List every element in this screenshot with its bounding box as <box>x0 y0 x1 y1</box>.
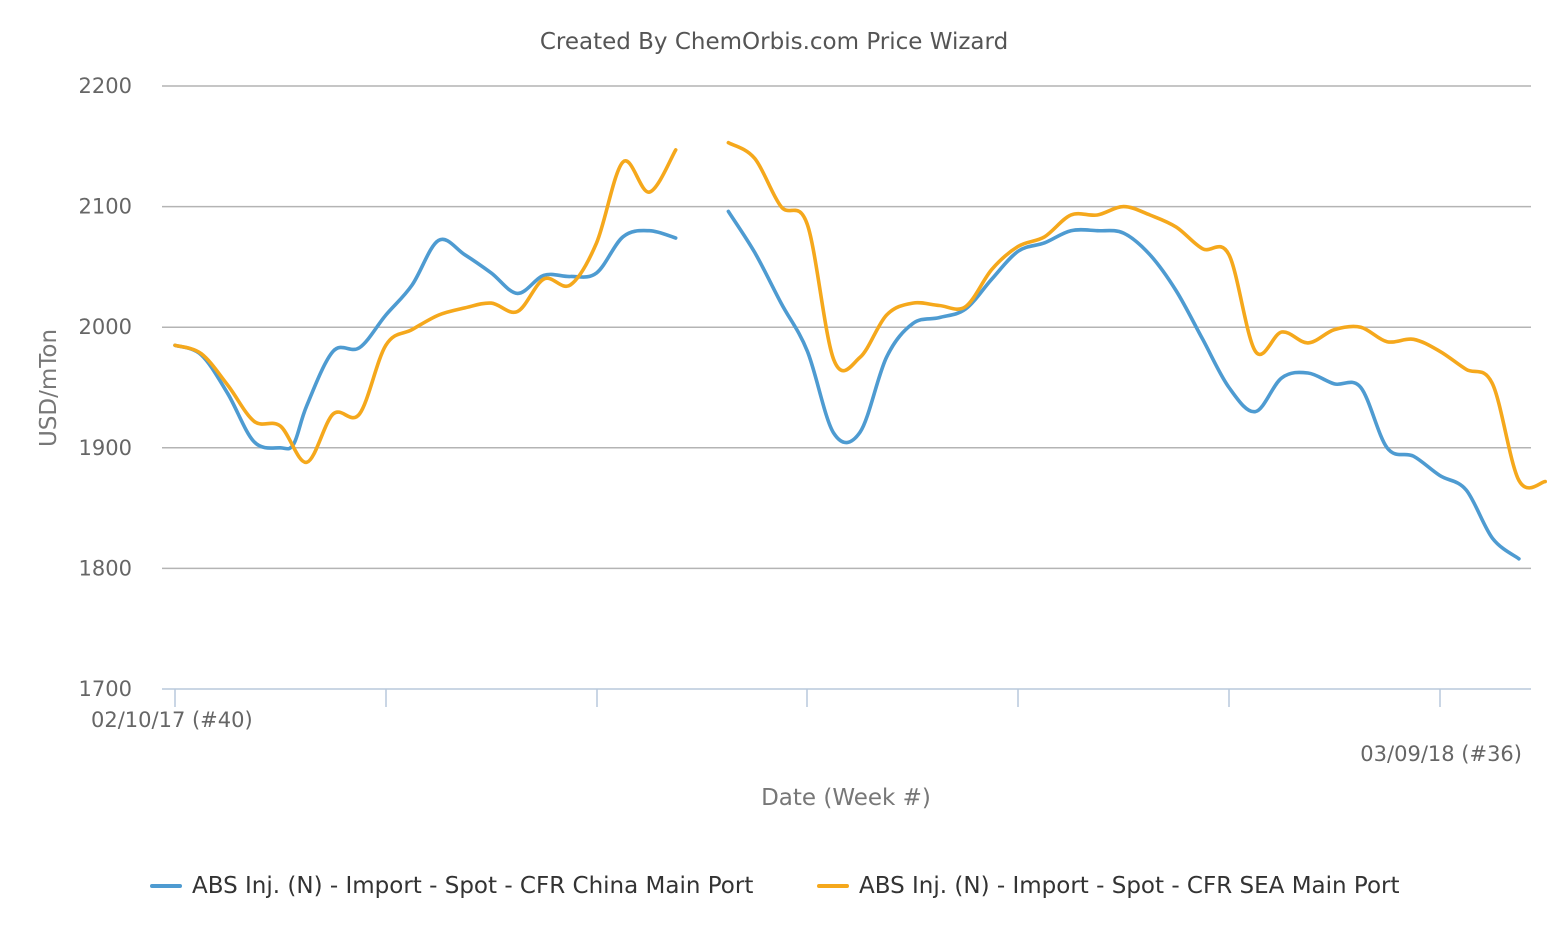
chart-series <box>173 140 1547 561</box>
legend-swatch-sea <box>817 884 849 888</box>
x-start-label: 02/10/17 (#40) <box>91 708 253 732</box>
y-axis-tick-labels: 1700 1800 1900 2000 2100 2200 <box>79 74 132 701</box>
y-tick-label-2000: 2000 <box>79 315 132 339</box>
chart-legend: ABS Inj. (N) - Import - Spot - CFR China… <box>0 862 1552 910</box>
chart-gridlines <box>162 85 1531 570</box>
x-axis-title: Date (Week #) <box>761 785 931 811</box>
y-tick-label-2200: 2200 <box>79 74 132 98</box>
y-tick-label-2100: 2100 <box>79 195 132 219</box>
x-axis <box>162 688 1531 707</box>
y-axis-title: USD/mTon <box>36 329 62 447</box>
legend-label-china: ABS Inj. (N) - Import - Spot - CFR China… <box>192 873 754 899</box>
legend-item-sea[interactable]: ABS Inj. (N) - Import - Spot - CFR SEA M… <box>817 862 1400 910</box>
series-0-line-segment-1 <box>726 209 1521 561</box>
x-end-label: 03/09/18 (#36) <box>1360 742 1522 766</box>
y-tick-label-1700: 1700 <box>79 677 132 701</box>
series-0-line-segment-0 <box>173 228 678 451</box>
series-1-line-segment-1 <box>726 140 1547 490</box>
legend-item-china[interactable]: ABS Inj. (N) - Import - Spot - CFR China… <box>150 862 753 910</box>
legend-swatch-china <box>150 884 182 888</box>
legend-label-sea: ABS Inj. (N) - Import - Spot - CFR SEA M… <box>859 873 1400 899</box>
y-tick-label-1900: 1900 <box>79 436 132 460</box>
series-1-line-segment-0 <box>173 148 678 465</box>
line-chart: Created By ChemOrbis.com Price Wizard 17… <box>36 29 1547 811</box>
y-tick-label-1800: 1800 <box>79 556 132 580</box>
chart-title: Created By ChemOrbis.com Price Wizard <box>540 29 1008 55</box>
